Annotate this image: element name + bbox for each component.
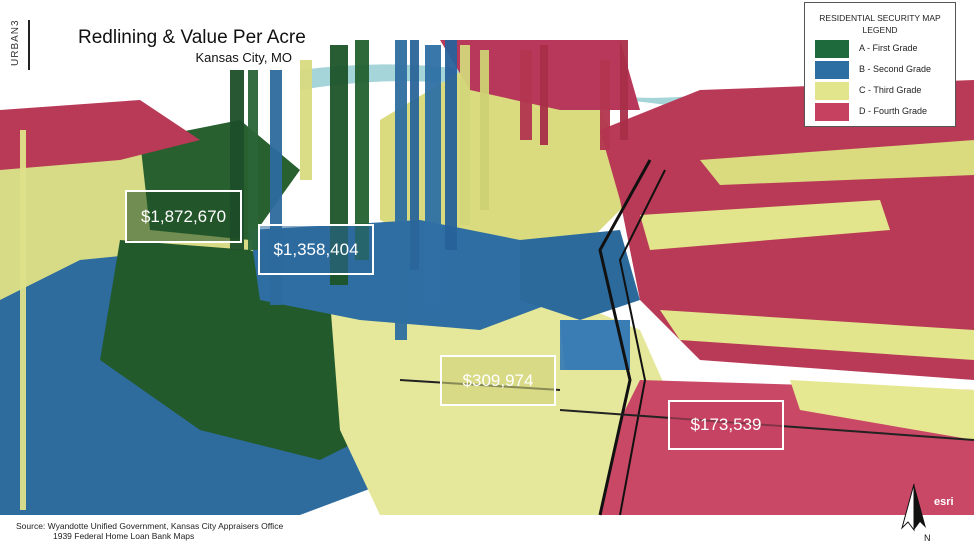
legend-item-d: D - Fourth Grade xyxy=(815,103,953,123)
legend-item-c: C - Third Grade xyxy=(815,82,953,102)
svg-text:N: N xyxy=(924,533,931,543)
legend-title: RESIDENTIAL SECURITY MAP LEGEND xyxy=(805,12,955,36)
legend-item-a: A - First Grade xyxy=(815,40,953,60)
legend-label-d: D - Fourth Grade xyxy=(859,106,928,116)
legend-swatch-b xyxy=(815,61,849,79)
legend-swatch-c xyxy=(815,82,849,100)
map-subtitle: Kansas City, MO xyxy=(195,50,292,65)
map-title: Redlining & Value Per Acre xyxy=(78,27,306,48)
north-arrow-icon: N xyxy=(901,483,931,543)
legend-label-c: C - Third Grade xyxy=(859,85,922,95)
legend-heading: RESIDENTIAL SECURITY MAP xyxy=(819,13,941,23)
legend-label-b: B - Second Grade xyxy=(859,64,932,74)
title-block: URBAN3 Redlining & Value Per Acre Kansas… xyxy=(8,19,306,70)
brand-bar: URBAN3 xyxy=(8,19,30,70)
legend: RESIDENTIAL SECURITY MAP LEGEND A - Firs… xyxy=(804,2,956,127)
legend-swatch-d xyxy=(815,103,849,121)
value-label-a: $1,872,670 xyxy=(125,190,242,243)
source-line-1: Source: Wyandotte Unified Government, Ka… xyxy=(16,521,284,531)
legend-label-a: A - First Grade xyxy=(859,43,918,53)
legend-item-b: B - Second Grade xyxy=(815,61,953,81)
value-label-b: $1,358,404 xyxy=(258,224,374,275)
legend-subheading: LEGEND xyxy=(862,25,898,35)
source-line-2: 1939 Federal Home Loan Bank Maps xyxy=(53,531,195,541)
legend-swatch-a xyxy=(815,40,849,58)
brand-logo: URBAN3 xyxy=(10,19,21,66)
value-label-c: $309,974 xyxy=(440,355,556,406)
value-label-d: $173,539 xyxy=(668,400,784,450)
esri-attribution: esri xyxy=(934,496,954,508)
